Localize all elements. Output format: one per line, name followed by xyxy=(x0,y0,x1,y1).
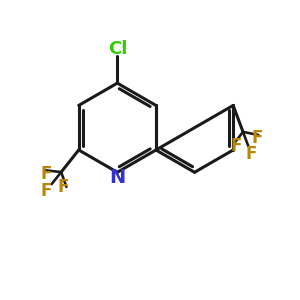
Text: F: F xyxy=(40,165,52,183)
Text: F: F xyxy=(251,129,263,147)
Text: N: N xyxy=(109,168,125,187)
Text: F: F xyxy=(41,182,52,200)
Text: Cl: Cl xyxy=(108,40,127,58)
Text: F: F xyxy=(57,178,69,196)
Text: F: F xyxy=(246,145,257,163)
Text: F: F xyxy=(231,137,242,155)
